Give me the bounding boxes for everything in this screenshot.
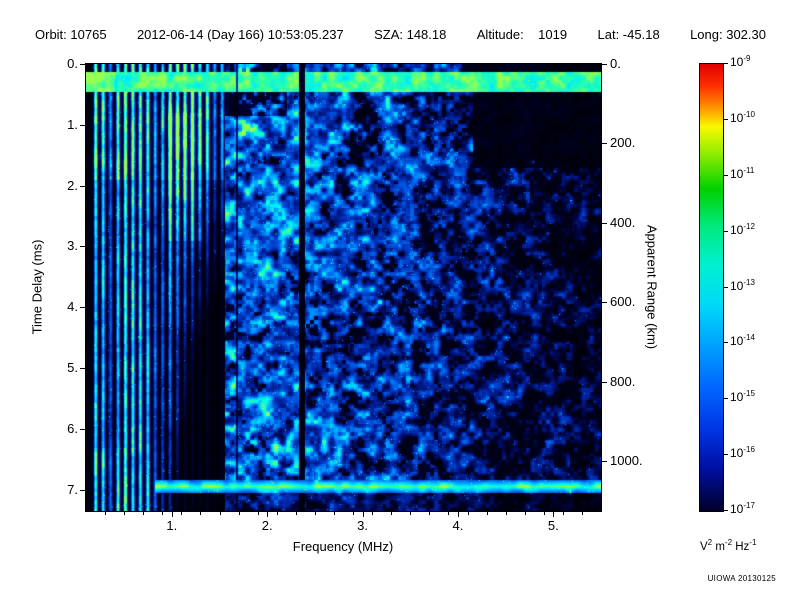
y-tick <box>80 246 85 248</box>
y-tick-label: 2. <box>67 177 78 193</box>
x-minor-tick <box>410 512 412 515</box>
spectrogram-canvas <box>85 63 602 512</box>
x-minor-tick <box>314 512 316 515</box>
y-tick <box>80 307 85 309</box>
x-minor-tick <box>448 512 450 515</box>
x-minor-tick <box>543 512 545 515</box>
colorbar-tick <box>724 118 728 120</box>
colorbar-tick-label: 10-16 <box>730 445 755 461</box>
range-tick-label: 600. <box>610 294 636 310</box>
y-tick-label: 4. <box>67 299 78 315</box>
x-tick <box>362 512 364 517</box>
x-minor-tick <box>238 512 240 515</box>
range-tick <box>602 64 607 65</box>
range-tick-label: 200. <box>610 135 636 151</box>
x-minor-tick <box>295 512 297 515</box>
x-tick-label: 2. <box>261 518 273 533</box>
header-field: SZA: 148.18 <box>374 27 447 42</box>
colorbar-tick <box>724 174 728 176</box>
x-tick-label: 4. <box>452 518 464 533</box>
x-minor-tick <box>372 512 374 515</box>
y-tick-label: 1. <box>67 116 78 132</box>
x-tick-label: 3. <box>357 518 368 533</box>
range-tick <box>602 460 607 462</box>
colorbar-tick <box>724 454 728 456</box>
colorbar-tick-label: 10-9 <box>730 54 751 70</box>
y-axis-title-left: Time Delay (ms) <box>29 239 45 335</box>
y-tick-label: 7. <box>67 481 78 497</box>
x-tick <box>267 512 269 517</box>
x-tick-label: 5. <box>547 518 559 533</box>
range-tick-label: 400. <box>610 214 636 230</box>
x-minor-tick <box>105 512 107 515</box>
header-info: Orbit: 10765 2012-06-14 (Day 166) 10:53:0… <box>35 27 766 42</box>
colorbar-tick-label: 10-14 <box>730 333 755 349</box>
x-minor-tick <box>162 512 164 515</box>
x-axis-title: Frequency (MHz) <box>292 539 394 554</box>
header-field: Long: 302.30 <box>690 27 766 42</box>
colorbar-tick-label: 10-17 <box>730 501 755 517</box>
colorbar-tick-label: 10-11 <box>730 165 755 181</box>
y-tick <box>80 64 85 65</box>
y-tick-label: 0. <box>67 56 78 71</box>
range-tick <box>602 222 607 224</box>
x-tick-label: 1. <box>166 518 178 533</box>
x-minor-tick <box>276 512 278 515</box>
y-tick <box>80 185 85 187</box>
y-axis-title-right: Apparent Range (km) <box>644 224 660 350</box>
x-minor-tick <box>334 512 335 515</box>
colorbar <box>699 63 724 512</box>
colorbar-tick-label: 10-13 <box>730 277 755 293</box>
x-minor-tick <box>429 512 431 515</box>
range-tick-label: 0. <box>610 56 621 71</box>
header-field: Orbit: 10765 <box>35 27 107 42</box>
x-tick <box>553 512 555 517</box>
colorbar-tick <box>724 510 728 511</box>
x-minor-tick <box>200 512 202 515</box>
colorbar-tick <box>724 398 728 400</box>
range-tick-label: 800. <box>610 373 636 389</box>
y-tick <box>80 428 85 430</box>
x-minor-tick <box>486 512 488 515</box>
range-tick <box>602 302 607 304</box>
x-tick <box>171 512 173 517</box>
colorbar-tick <box>724 342 728 344</box>
range-tick-label: 1000. <box>610 452 643 468</box>
range-tick <box>602 381 607 383</box>
header-field: 2012-06-14 (Day 166) 10:53:05.237 <box>136 27 344 42</box>
header-field: Altitude: 1019 <box>476 27 568 42</box>
colorbar-unit: V2 m-2 Hz-1 <box>700 538 757 553</box>
y-tick-label: 6. <box>67 420 78 436</box>
x-minor-tick <box>562 512 564 515</box>
x-minor-tick <box>581 512 583 515</box>
x-minor-tick <box>257 512 259 515</box>
watermark: UIOWA 20130125 <box>707 574 776 583</box>
x-minor-tick <box>124 512 126 515</box>
range-tick <box>602 143 607 145</box>
x-minor-tick <box>391 512 393 515</box>
x-minor-tick <box>467 512 469 515</box>
y-tick-label: 3. <box>67 238 78 254</box>
colorbar-tick <box>724 286 728 288</box>
x-minor-tick <box>181 512 183 515</box>
x-minor-tick <box>505 512 507 515</box>
y-tick <box>80 368 85 370</box>
y-tick <box>80 124 85 126</box>
colorbar-tick <box>724 230 728 232</box>
x-minor-tick <box>219 512 221 515</box>
x-minor-tick <box>353 512 354 515</box>
x-minor-tick <box>143 512 145 515</box>
colorbar-tick-label: 10-10 <box>730 109 755 125</box>
x-tick <box>457 512 459 517</box>
colorbar-tick <box>724 63 728 64</box>
header-field: Lat: -45.18 <box>597 27 660 42</box>
y-tick-label: 5. <box>67 360 78 376</box>
colorbar-tick-label: 10-12 <box>730 221 755 237</box>
colorbar-tick-label: 10-15 <box>730 389 755 405</box>
y-tick <box>80 489 85 491</box>
x-minor-tick <box>524 512 526 515</box>
